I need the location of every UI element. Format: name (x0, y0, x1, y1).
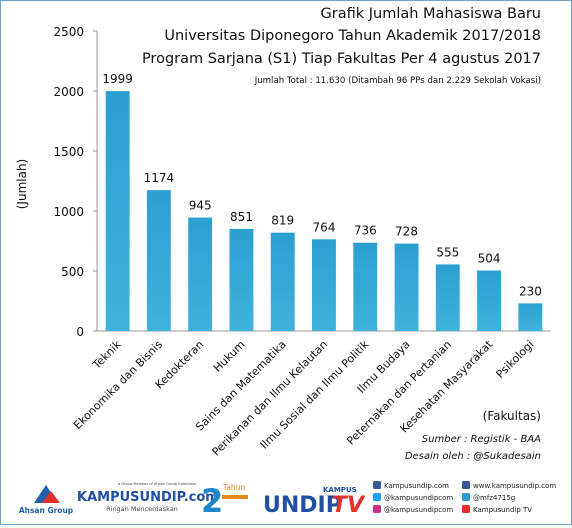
chart-title: Grafik Jumlah Mahasiswa Baru (321, 6, 541, 22)
social-icon (462, 493, 470, 501)
x-tick-label: Teknik (90, 337, 125, 372)
chart-subtitle-line-1: Universitas Diponegoro Tahun Akademik 20… (164, 28, 541, 44)
anniversary-logo: 2 Tahun (201, 482, 248, 520)
bar-value-label: 819 (271, 214, 294, 228)
bar-value-label: 736 (354, 224, 377, 238)
y-tick-label: 500 (61, 265, 84, 279)
social-icon (373, 505, 381, 513)
y-tick-label: 1000 (53, 205, 84, 219)
tv-tv-text: TV (332, 493, 366, 518)
bar (146, 190, 171, 331)
bar-value-label: 1999 (102, 72, 133, 86)
social-icon (462, 481, 470, 489)
member-note: a Group Member of Ahsan Group Indonesia (118, 482, 196, 486)
social-icon (462, 505, 470, 513)
tv-kampus-text: KAMPUS (323, 486, 357, 494)
y-axis-label: (Jumlah) (15, 159, 29, 210)
y-tick-label: 0 (76, 325, 84, 339)
bar (270, 232, 295, 331)
social-link[interactable]: @kampusundipcom (384, 506, 453, 514)
social-link[interactable]: @mfz4715g (473, 494, 515, 502)
bar-value-label: 555 (436, 245, 459, 259)
chart-subtitle-line-2: Program Sarjana (S1) Tiap Fakultas Per 4… (142, 51, 541, 67)
bar (477, 270, 501, 331)
bar-value-label: 764 (313, 220, 336, 234)
ahsan-group-logo: Ahsan Group (19, 485, 74, 515)
bar (105, 91, 130, 331)
kampusundip-tagline: Ringan Mencerdaskan (106, 505, 178, 513)
bar-value-label: 504 (478, 252, 501, 266)
anniversary-number: 2 (201, 482, 223, 520)
social-icon (373, 493, 381, 501)
bar-value-label: 1174 (144, 171, 175, 185)
y-tick-label: 2000 (53, 85, 84, 99)
y-tick-label: 1500 (53, 145, 84, 159)
bar-value-label: 230 (519, 284, 542, 298)
bar (353, 242, 378, 331)
social-links: Kampusundip.com @kampusundipcom @kampusund… (373, 481, 556, 514)
anniversary-ribbon-icon (222, 495, 248, 499)
bar (518, 303, 543, 331)
kampus-undip-tv-logo: KAMPUS UNDIP TV (263, 486, 366, 518)
y-tick-label: 2500 (53, 25, 84, 39)
bar-value-label: 851 (230, 210, 253, 224)
bar (435, 264, 460, 331)
social-link[interactable]: @kampusundipcom (384, 494, 453, 502)
bar (312, 239, 336, 331)
ahsan-group-text: Ahsan Group (19, 506, 74, 515)
bar-value-label: 945 (189, 199, 212, 213)
bar-value-label: 728 (395, 225, 418, 239)
anniversary-word: Tahun (222, 483, 245, 492)
source-credit: Sumber : Registik - BAA (422, 434, 541, 445)
bar (229, 228, 254, 331)
x-tick-label: Hukum (211, 338, 248, 375)
chart-note: Jumlah Total : 11.630 (Ditambah 96 PPs d… (254, 76, 541, 86)
designer-credit: Desain oleh : @Sukadesain (405, 451, 541, 462)
social-icon (373, 481, 381, 489)
kampusundip-logo-text: KAMPUSUNDIP.com (77, 490, 219, 505)
x-axis-label: (Fakultas) (483, 409, 541, 423)
social-link[interactable]: Kampusundip TV (473, 506, 532, 514)
tv-undip-text: UNDIP (263, 493, 342, 518)
bar (188, 217, 213, 331)
social-link[interactable]: Kampusundip.com (384, 482, 449, 490)
x-tick-label: Psikologi (494, 338, 537, 381)
ahsan-mountain-accent-icon (42, 491, 60, 503)
social-link[interactable]: www.kampusundip.com (473, 482, 556, 490)
bar (394, 243, 419, 331)
